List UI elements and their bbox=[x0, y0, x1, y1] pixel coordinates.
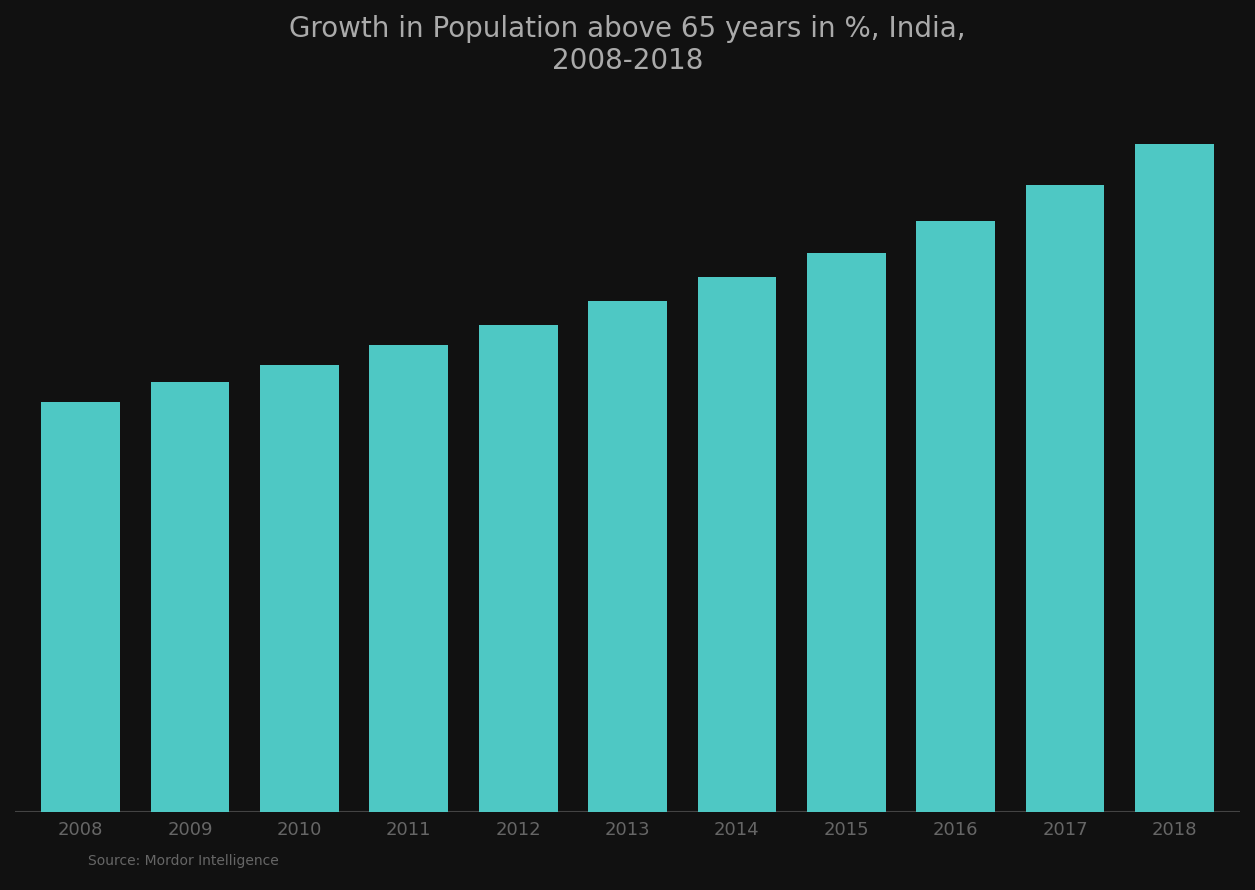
Bar bbox=[1135, 144, 1214, 812]
Bar bbox=[260, 366, 339, 812]
Bar bbox=[698, 277, 777, 812]
Bar bbox=[589, 301, 666, 812]
Bar bbox=[41, 401, 120, 812]
Bar bbox=[807, 253, 886, 812]
Bar bbox=[151, 382, 230, 812]
Text: Source: Mordor Intelligence: Source: Mordor Intelligence bbox=[88, 854, 279, 868]
Bar bbox=[1025, 184, 1104, 812]
Bar bbox=[369, 345, 448, 812]
Title: Growth in Population above 65 years in %, India,
2008-2018: Growth in Population above 65 years in %… bbox=[289, 15, 966, 76]
Bar bbox=[478, 325, 557, 812]
Bar bbox=[916, 221, 995, 812]
